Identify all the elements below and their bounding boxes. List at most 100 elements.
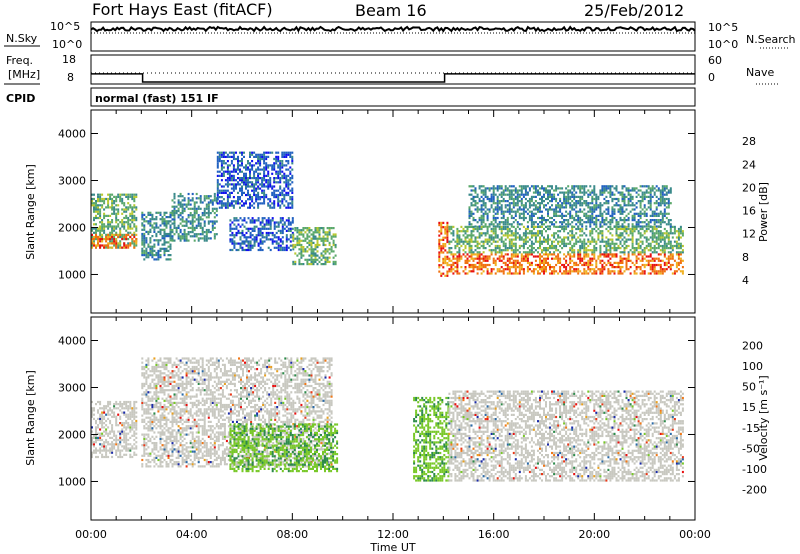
- data-cell: [243, 177, 245, 180]
- data-cell: [526, 257, 529, 260]
- data-cell: [183, 231, 186, 234]
- data-cell: [514, 210, 517, 213]
- data-cell: [543, 259, 545, 262]
- data-cell: [593, 208, 596, 211]
- data-cell: [245, 200, 247, 203]
- data-cell: [302, 248, 305, 251]
- data-cell: [502, 261, 505, 264]
- data-cell: [520, 259, 523, 262]
- data-cell: [318, 260, 321, 263]
- data-cell: [287, 227, 290, 230]
- data-cell: [530, 236, 533, 239]
- data-cell: [213, 199, 216, 202]
- data-cell: [249, 155, 251, 158]
- data-cell: [603, 219, 606, 222]
- data-cell: [537, 247, 539, 250]
- data-cell: [95, 214, 97, 217]
- data-cell: [283, 246, 286, 249]
- data-cell: [625, 219, 628, 222]
- data-cell: [589, 268, 592, 271]
- data-cell: [173, 226, 176, 229]
- data-cell: [486, 197, 489, 201]
- data-cell: [218, 174, 221, 177]
- data-cell: [107, 246, 110, 249]
- data-cell: [183, 233, 186, 236]
- data-cell: [595, 261, 598, 264]
- data-cell: [289, 236, 292, 239]
- data-cell: [637, 257, 640, 260]
- data-cell: [502, 227, 505, 231]
- data-cell: [111, 436, 114, 439]
- data-cell: [563, 263, 566, 267]
- data-cell: [605, 185, 608, 188]
- data-cell: [543, 272, 545, 275]
- data-cell: [607, 210, 610, 213]
- data-cell: [639, 227, 642, 231]
- data-cell: [615, 187, 618, 190]
- data-cell: [113, 233, 116, 236]
- data-cell: [645, 189, 648, 192]
- data-cell: [655, 214, 658, 217]
- data-cell: [490, 200, 493, 203]
- data-cell: [145, 251, 148, 255]
- data-cell: [599, 244, 602, 248]
- data-cell: [675, 266, 678, 269]
- data-cell: [522, 255, 525, 258]
- data-cell: [589, 210, 592, 213]
- data-cell: [597, 232, 600, 235]
- data-cell: [522, 204, 525, 207]
- data-cell: [99, 400, 102, 404]
- data-cell: [452, 255, 455, 258]
- data-cell: [179, 228, 182, 232]
- data-cell: [97, 212, 99, 215]
- data-cell: [506, 234, 509, 237]
- data-cell: [226, 166, 229, 169]
- data-cell: [537, 202, 539, 205]
- data-cell: [623, 249, 626, 252]
- data-cell: [111, 197, 114, 201]
- data-cell: [528, 268, 531, 271]
- data-cell: [99, 434, 102, 437]
- data-cell: [571, 255, 574, 258]
- data-cell: [267, 223, 270, 226]
- data-cell: [300, 263, 303, 266]
- data-cell: [287, 168, 290, 171]
- data-cell: [629, 197, 632, 201]
- data-cell: [181, 218, 184, 221]
- data-cell: [289, 189, 292, 192]
- data-cell: [121, 438, 124, 442]
- data-cell: [220, 202, 223, 205]
- data-cell: [528, 230, 531, 233]
- data-cell: [438, 221, 441, 224]
- data-cell: [175, 212, 178, 215]
- data-cell: [484, 202, 487, 205]
- data-cell: [561, 221, 564, 224]
- data-cell: [300, 229, 303, 232]
- data-cell: [107, 409, 110, 412]
- data-cell: [619, 206, 622, 209]
- data-cell: [93, 434, 95, 437]
- data-cell: [649, 206, 652, 209]
- data-cell: [231, 238, 234, 241]
- data-cell: [149, 228, 152, 231]
- data-cell: [516, 221, 519, 224]
- data-cell: [157, 243, 160, 246]
- data-cell: [109, 413, 112, 416]
- data-cell: [484, 263, 487, 267]
- data-cell: [201, 214, 204, 217]
- data-cell: [298, 252, 301, 255]
- data-cell: [470, 197, 473, 201]
- data-cell: [522, 214, 525, 217]
- data-cell: [91, 438, 93, 442]
- data-cell: [265, 164, 268, 167]
- data-cell: [512, 259, 515, 262]
- data-cell: [129, 214, 132, 217]
- data-cell: [257, 196, 260, 199]
- data-cell: [216, 151, 219, 154]
- data-cell: [275, 189, 278, 192]
- data-cell: [115, 212, 118, 215]
- data-cell: [444, 232, 447, 235]
- data-cell: [249, 242, 252, 245]
- data-cell: [488, 225, 491, 228]
- data-cell: [232, 200, 235, 203]
